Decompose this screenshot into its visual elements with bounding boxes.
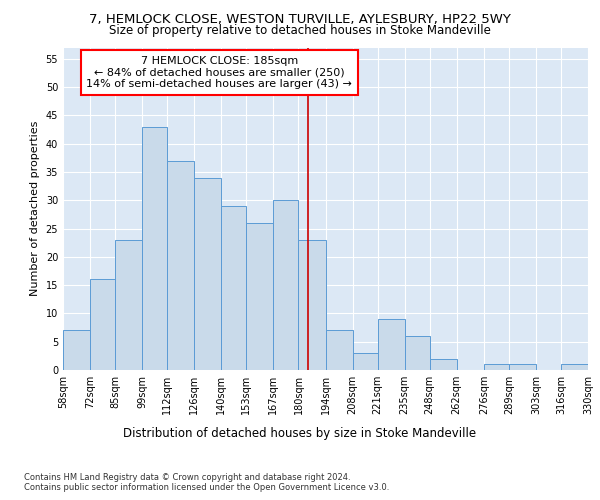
- Bar: [377, 319, 404, 370]
- Bar: [325, 330, 353, 370]
- Bar: [63, 330, 90, 370]
- Bar: [167, 160, 194, 370]
- Bar: [115, 240, 142, 370]
- Bar: [509, 364, 536, 370]
- Text: 7, HEMLOCK CLOSE, WESTON TURVILLE, AYLESBURY, HP22 5WY: 7, HEMLOCK CLOSE, WESTON TURVILLE, AYLES…: [89, 12, 511, 26]
- Bar: [142, 126, 167, 370]
- Bar: [353, 353, 377, 370]
- Bar: [430, 358, 457, 370]
- Bar: [484, 364, 509, 370]
- Bar: [90, 280, 115, 370]
- Bar: [298, 240, 325, 370]
- Bar: [274, 200, 298, 370]
- Y-axis label: Number of detached properties: Number of detached properties: [30, 121, 40, 296]
- Text: Contains HM Land Registry data © Crown copyright and database right 2024.: Contains HM Land Registry data © Crown c…: [24, 472, 350, 482]
- Text: Distribution of detached houses by size in Stoke Mandeville: Distribution of detached houses by size …: [124, 428, 476, 440]
- Bar: [561, 364, 588, 370]
- Bar: [221, 206, 247, 370]
- Text: Size of property relative to detached houses in Stoke Mandeville: Size of property relative to detached ho…: [109, 24, 491, 37]
- Bar: [247, 223, 274, 370]
- Bar: [194, 178, 221, 370]
- Bar: [404, 336, 430, 370]
- Text: Contains public sector information licensed under the Open Government Licence v3: Contains public sector information licen…: [24, 484, 389, 492]
- Text: 7 HEMLOCK CLOSE: 185sqm
← 84% of detached houses are smaller (250)
14% of semi-d: 7 HEMLOCK CLOSE: 185sqm ← 84% of detache…: [86, 56, 352, 89]
